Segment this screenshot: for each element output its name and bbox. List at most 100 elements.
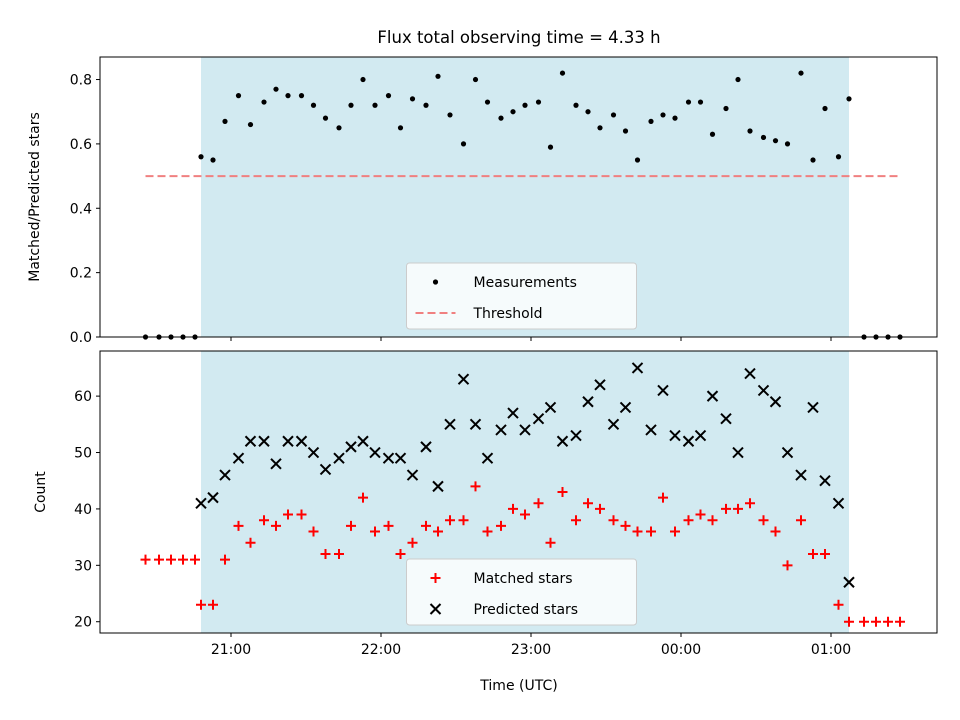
matched-star-marker xyxy=(140,554,151,565)
predicted-star-marker xyxy=(781,446,794,459)
measurement-point xyxy=(597,125,603,131)
legend-label: Predicted stars xyxy=(474,602,579,618)
predicted-star-marker xyxy=(357,435,369,447)
matched-star-marker xyxy=(433,526,443,537)
measurement-point xyxy=(697,99,704,105)
count-y-tick-label: 40 xyxy=(74,502,92,518)
matched-star-marker xyxy=(658,492,668,503)
predicted-star-marker xyxy=(694,429,707,442)
predicted-star-marker xyxy=(219,469,231,481)
measurement-point xyxy=(573,102,579,108)
count-panel: 20 30 40 50 60 21:00 22:00 23:00 00:00 01:00 Match… xyxy=(74,350,938,658)
matched-star-marker xyxy=(820,549,830,560)
matched-star-marker xyxy=(520,509,530,520)
matched-star-marker xyxy=(533,498,544,509)
matched-star-marker xyxy=(245,537,256,548)
predicted-star-marker xyxy=(394,452,407,464)
predicted-star-marker xyxy=(807,401,819,414)
matched-star-marker xyxy=(154,554,164,565)
measurement-point xyxy=(247,121,254,128)
predicted-star-marker xyxy=(382,452,395,464)
matched-star-marker xyxy=(196,599,206,610)
measurement-point xyxy=(634,157,641,163)
measurement-point xyxy=(510,109,516,115)
predicted-star-marker xyxy=(819,475,831,487)
predicted-star-marker xyxy=(769,396,782,408)
measurement-point xyxy=(423,102,429,108)
predicted-star-marker xyxy=(607,418,620,431)
measurement-point xyxy=(660,112,666,118)
x-tick-label: 23:00 xyxy=(511,642,551,658)
predicted-star-marker xyxy=(832,497,845,509)
matched-star-marker xyxy=(407,537,418,548)
predicted-star-marker xyxy=(345,441,357,453)
matched-star-marker xyxy=(271,520,281,531)
matched-star-marker xyxy=(190,554,200,565)
x-tick-label: 00:00 xyxy=(661,642,701,658)
predicted-star-marker xyxy=(319,463,332,476)
matched-star-marker xyxy=(632,526,643,537)
matched-star-marker xyxy=(508,503,518,514)
count-y-tick-label: 20 xyxy=(74,615,92,631)
legend-label: Threshold xyxy=(473,306,543,322)
measurement-point xyxy=(835,154,842,160)
predicted-star-marker xyxy=(619,401,632,414)
measurement-point xyxy=(472,76,479,83)
x-tick-label: 22:00 xyxy=(361,642,401,658)
count-legend: Matched stars Predicted stars xyxy=(406,558,637,626)
measurement-point xyxy=(747,128,753,134)
count-y-tick-label: 50 xyxy=(74,446,92,462)
predicted-star-marker xyxy=(720,412,732,425)
measurement-point xyxy=(723,105,729,112)
matched-star-marker xyxy=(496,520,506,531)
measurement-point xyxy=(348,102,354,108)
measurement-point xyxy=(798,70,804,76)
x-tick-label: 01:00 xyxy=(811,642,851,658)
matched-star-marker xyxy=(833,599,844,610)
legend-box xyxy=(406,558,637,626)
matched-star-marker xyxy=(545,537,556,548)
measurement-point xyxy=(447,112,453,118)
measurement-point xyxy=(273,86,279,92)
ratio-y-tick-label: 0.0 xyxy=(70,330,92,346)
matched-star-marker xyxy=(608,515,619,526)
measurement-point xyxy=(460,141,467,147)
matched-star-marker xyxy=(395,549,406,560)
predicted-star-marker xyxy=(657,384,669,397)
predicted-star-marker xyxy=(519,424,531,436)
predicted-star-marker xyxy=(732,446,744,459)
legend-matched-swatch xyxy=(430,573,441,583)
measurement-point xyxy=(622,128,629,134)
measurement-point xyxy=(322,115,329,121)
measurement-point xyxy=(672,115,678,121)
matched-star-marker xyxy=(646,526,656,537)
matched-star-marker xyxy=(233,520,244,531)
measurement-point xyxy=(409,96,416,102)
measurement-point xyxy=(397,125,404,131)
y-axis-label-ratio: Matched/Predicted stars xyxy=(27,112,43,282)
measurement-point xyxy=(498,115,504,121)
predicted-star-marker xyxy=(244,435,257,447)
ratio-y-tick-label: 0.8 xyxy=(70,73,92,89)
measurement-point xyxy=(810,157,816,163)
measurement-point xyxy=(484,99,491,105)
measurement-point xyxy=(735,76,741,83)
matched-star-marker xyxy=(346,520,356,531)
measurement-point xyxy=(298,93,305,99)
matched-star-marker xyxy=(620,520,631,531)
measurement-point xyxy=(360,76,366,83)
predicted-star-marker xyxy=(333,452,345,464)
matched-star-marker xyxy=(721,503,731,514)
predicted-star-marker xyxy=(631,362,644,374)
measurement-point xyxy=(285,93,291,99)
measurement-point xyxy=(435,73,441,79)
matched-star-marker xyxy=(296,509,307,520)
measurement-point xyxy=(760,134,767,141)
measurement-point xyxy=(709,131,716,137)
measurement-point xyxy=(559,70,566,76)
measurement-point xyxy=(210,157,216,163)
measurement-point xyxy=(235,93,242,99)
measurement-point xyxy=(222,118,228,124)
matched-star-marker xyxy=(334,549,344,560)
matched-star-marker xyxy=(259,515,269,526)
